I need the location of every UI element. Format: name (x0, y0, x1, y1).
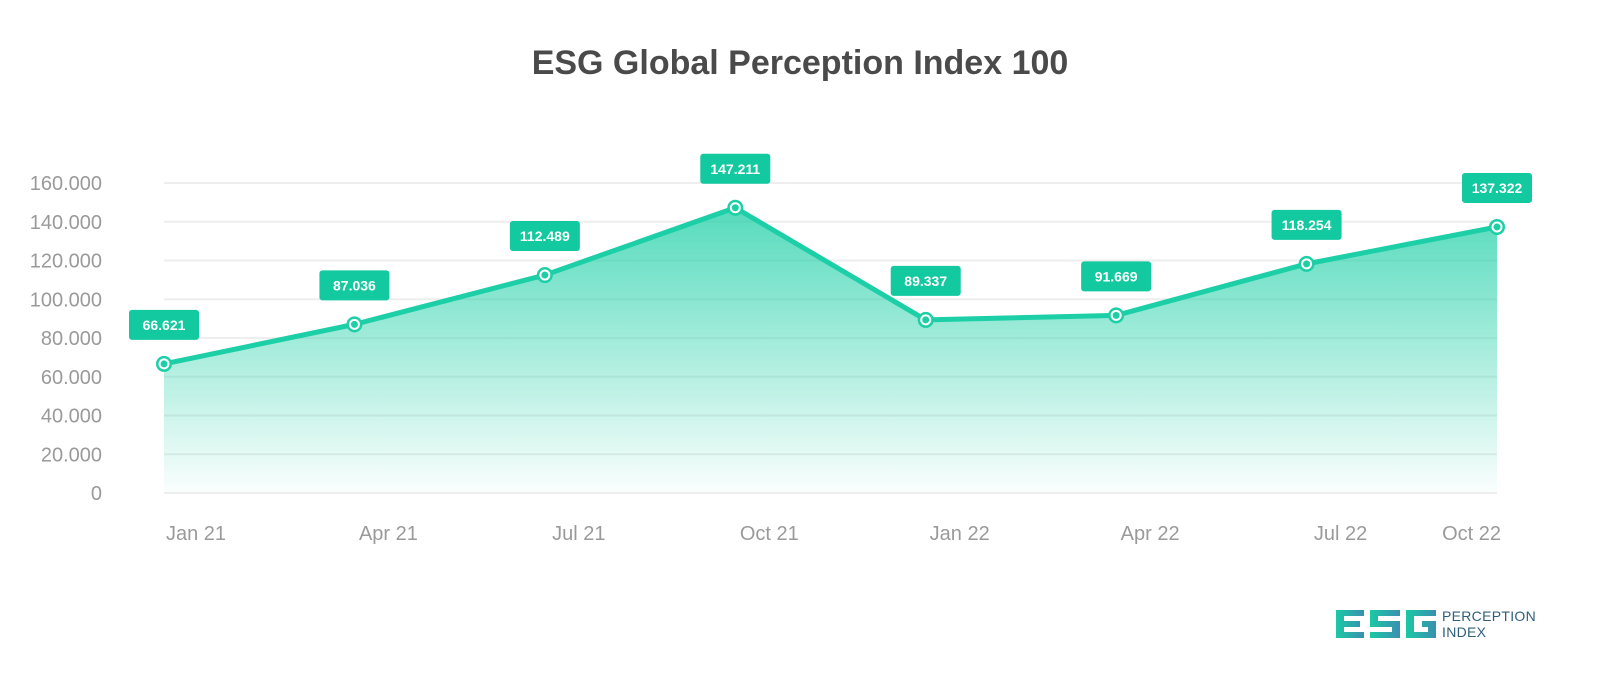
data-label: 87.036 (319, 270, 390, 301)
data-label-text: 147.211 (710, 161, 760, 177)
data-label: 112.489 (509, 221, 580, 252)
data-label-text: 66.621 (143, 317, 186, 333)
y-tick-label: 0 (91, 483, 102, 505)
y-tick-label: 60.000 (41, 367, 102, 389)
data-label-text: 118.254 (1282, 217, 1332, 233)
data-point (1108, 307, 1125, 324)
data-point (917, 311, 934, 328)
y-tick-label: 120.000 (30, 251, 102, 273)
data-point (1489, 218, 1505, 235)
logo-line-2: INDEX (1442, 624, 1487, 640)
y-axis-ticks: 0 20.000 40.000 60.000 80.000 100.000 120.000 1… (30, 173, 102, 505)
logo-line-1: PERCEPTION (1442, 608, 1537, 624)
y-tick-label: 20.000 (41, 444, 102, 466)
data-label-text: 91.669 (1095, 268, 1138, 284)
x-tick-label: Apr 21 (359, 523, 418, 545)
x-tick-label: Jan 21 (166, 523, 226, 545)
data-label: 91.669 (1081, 261, 1152, 292)
y-tick-label: 80.000 (41, 328, 102, 350)
data-point (156, 355, 172, 372)
data-point (536, 267, 553, 284)
x-tick-label: Oct 21 (740, 523, 799, 545)
x-axis-ticks: Jan 21 Apr 21 Jul 21 Oct 21 Jan 22 Apr 22 Jul … (166, 523, 1501, 545)
x-tick-label: Jul 22 (1314, 523, 1367, 545)
data-label: 147.211 (700, 153, 771, 184)
data-point (346, 316, 363, 333)
data-label: 89.337 (890, 265, 961, 296)
x-tick-label: Apr 22 (1121, 523, 1180, 545)
data-labels: 66.621 87.036 112.489 147.211 89.337 91.669 11… (129, 153, 1532, 340)
esg-perception-index-logo: PERCEPTION INDEX (1334, 606, 1544, 642)
data-point (1298, 255, 1315, 272)
x-tick-label: Jan 22 (930, 523, 990, 545)
data-label: 137.322 (1462, 172, 1532, 203)
data-label-text: 112.489 (520, 228, 570, 244)
area-fill (164, 207, 1497, 493)
data-points (156, 199, 1505, 372)
chart-title: ESG Global Perception Index 100 (531, 44, 1069, 82)
data-label: 118.254 (1271, 209, 1342, 240)
data-point (727, 199, 744, 216)
series-line (163, 205, 1498, 367)
data-label-text: 89.337 (904, 273, 947, 289)
y-tick-label: 160.000 (30, 173, 102, 195)
data-label-text: 87.036 (333, 277, 376, 293)
data-label-text: 137.322 (1472, 180, 1523, 196)
y-tick-label: 40.000 (41, 406, 102, 428)
x-tick-label: Oct 22 (1442, 523, 1501, 545)
y-tick-label: 140.000 (30, 212, 102, 234)
data-label: 66.621 (129, 309, 199, 340)
x-tick-label: Jul 21 (552, 523, 605, 545)
esg-logo-mark (1336, 610, 1436, 638)
y-tick-label: 100.000 (30, 289, 102, 311)
